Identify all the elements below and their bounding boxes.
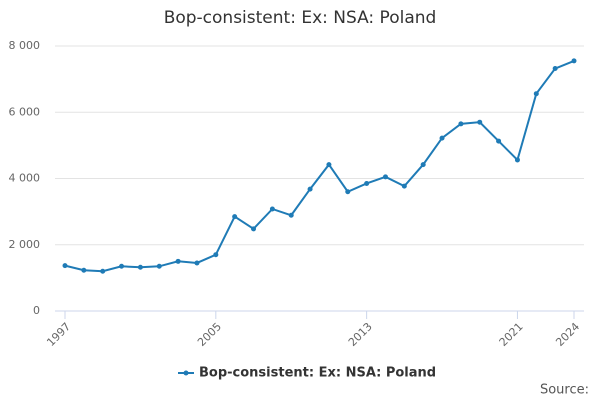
data-point (269, 206, 275, 212)
source: Source: (540, 383, 589, 398)
data-point (382, 174, 388, 180)
data-point (232, 214, 238, 220)
y-tick-label: 4 000 (9, 172, 41, 185)
chart-title: Bop-consistent: Ex: NSA: Poland (164, 8, 437, 28)
data-point (364, 180, 370, 186)
data-point (439, 135, 445, 141)
data-point (458, 121, 464, 127)
data-point (100, 268, 106, 274)
x-tick-label: 2005 (195, 320, 224, 349)
data-point (307, 186, 313, 192)
data-point (175, 258, 181, 264)
data-point (326, 162, 332, 168)
data-point (533, 91, 539, 97)
data-point (420, 162, 426, 168)
data-point (81, 267, 87, 273)
data-point (345, 189, 351, 195)
data-point (62, 263, 68, 269)
y-tick-label: 6 000 (9, 105, 41, 118)
x-tick-label: 2013 (346, 320, 375, 349)
y-tick-label: 8 000 (9, 39, 41, 52)
data-point (401, 183, 407, 189)
y-tick-label: 0 (33, 304, 40, 317)
x-tick-label: 2021 (497, 320, 526, 349)
legend-marker (183, 370, 189, 376)
x-tick-label: 2024 (553, 320, 582, 349)
data-point (137, 264, 143, 270)
series-line (64, 59, 575, 273)
x-tick-label: 1997 (44, 320, 73, 349)
data-point (552, 66, 558, 72)
data-point (119, 263, 125, 269)
data-point (514, 157, 520, 163)
data-point (288, 212, 294, 218)
data-point (571, 58, 577, 64)
data-point (496, 138, 502, 144)
data-point (477, 119, 483, 125)
data-point (194, 260, 200, 266)
y-tick-label: 2 000 (9, 238, 41, 251)
data-point (156, 263, 162, 269)
legend-label: Bop-consistent: Ex: NSA: Poland (199, 366, 436, 381)
data-point (251, 226, 257, 232)
data-point (213, 252, 219, 258)
